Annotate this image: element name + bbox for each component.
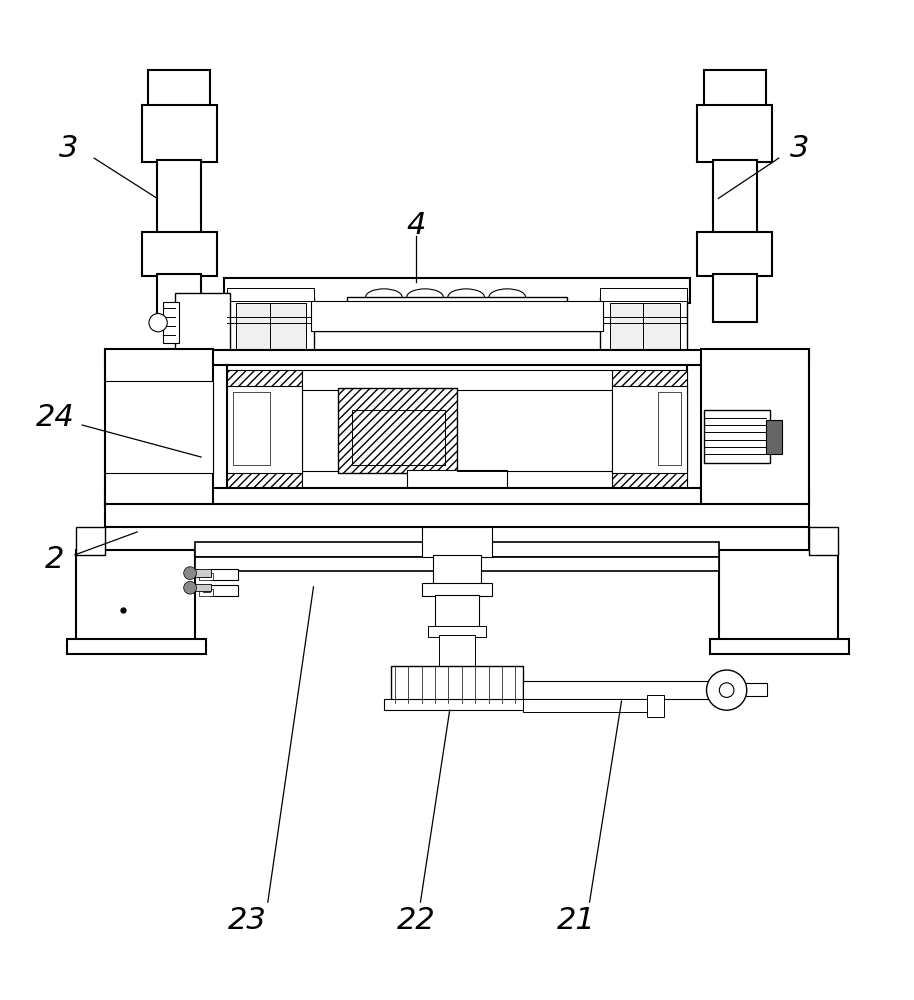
Circle shape <box>149 314 167 332</box>
Bar <box>227 288 314 301</box>
Bar <box>195 542 719 557</box>
Bar <box>227 350 314 359</box>
Bar <box>433 555 481 584</box>
Bar <box>647 695 664 717</box>
Bar <box>610 303 646 349</box>
Bar <box>105 488 809 505</box>
Bar <box>612 386 687 473</box>
Bar <box>713 274 757 322</box>
Bar <box>210 356 704 372</box>
Bar <box>224 278 690 303</box>
Bar <box>422 527 492 557</box>
Bar <box>713 160 757 235</box>
Text: 2: 2 <box>45 545 65 574</box>
Bar <box>105 527 809 553</box>
Bar <box>600 288 687 301</box>
Text: 21: 21 <box>557 906 595 935</box>
Bar <box>195 584 211 591</box>
Bar <box>433 526 481 544</box>
Bar <box>523 699 651 712</box>
Bar <box>76 550 195 642</box>
Bar <box>384 699 530 710</box>
Bar <box>704 70 766 107</box>
Bar <box>142 232 217 276</box>
Bar <box>600 350 687 359</box>
Text: 3: 3 <box>790 134 810 163</box>
Bar <box>199 573 213 580</box>
Bar <box>439 635 475 668</box>
Bar <box>199 589 213 596</box>
Bar <box>701 349 809 505</box>
Bar <box>643 303 680 349</box>
Bar <box>236 303 272 349</box>
Circle shape <box>184 567 197 580</box>
Bar <box>311 301 603 331</box>
Bar <box>658 392 681 465</box>
Bar <box>302 471 612 491</box>
Bar <box>523 681 713 699</box>
Bar <box>347 297 567 317</box>
Text: 23: 23 <box>228 906 266 935</box>
Bar <box>148 70 210 107</box>
Text: 3: 3 <box>58 134 79 163</box>
Bar <box>142 105 217 162</box>
Bar <box>227 386 302 473</box>
Bar <box>809 527 838 555</box>
Bar <box>203 573 210 577</box>
Bar <box>338 388 457 473</box>
Bar <box>233 392 270 465</box>
Text: 22: 22 <box>397 906 435 935</box>
Bar <box>422 583 492 596</box>
Bar <box>157 274 201 322</box>
Bar <box>105 350 809 365</box>
Bar <box>270 303 306 349</box>
Circle shape <box>707 670 747 710</box>
Bar <box>67 639 206 654</box>
Bar <box>175 293 230 352</box>
Bar <box>704 410 770 463</box>
Bar <box>157 160 201 235</box>
Bar <box>227 297 314 354</box>
Bar <box>435 595 479 628</box>
Bar <box>338 388 457 473</box>
Bar <box>391 666 523 703</box>
Bar <box>76 527 105 555</box>
Bar <box>600 297 687 354</box>
Bar <box>710 639 849 654</box>
Text: 4: 4 <box>406 211 426 240</box>
Bar <box>407 470 507 502</box>
Bar <box>195 557 719 571</box>
Bar <box>163 302 179 343</box>
Bar <box>195 569 211 577</box>
Bar <box>210 585 238 596</box>
Bar <box>719 550 838 642</box>
Bar <box>687 356 704 502</box>
Bar <box>283 302 631 331</box>
Bar <box>210 485 704 502</box>
Bar <box>612 370 687 491</box>
Bar <box>105 504 809 529</box>
Bar <box>227 370 302 491</box>
Bar <box>105 349 213 505</box>
Bar <box>302 370 612 390</box>
Bar <box>203 589 210 592</box>
Bar <box>105 381 213 473</box>
Bar <box>210 569 238 580</box>
Circle shape <box>184 581 197 594</box>
Bar <box>697 232 772 276</box>
Bar <box>428 626 486 637</box>
Text: 24: 24 <box>36 403 74 432</box>
Bar <box>210 356 227 502</box>
Bar <box>428 500 486 529</box>
Circle shape <box>719 683 734 697</box>
Bar <box>697 105 772 162</box>
Bar <box>744 683 767 696</box>
Bar <box>352 410 445 465</box>
Bar <box>766 420 782 454</box>
